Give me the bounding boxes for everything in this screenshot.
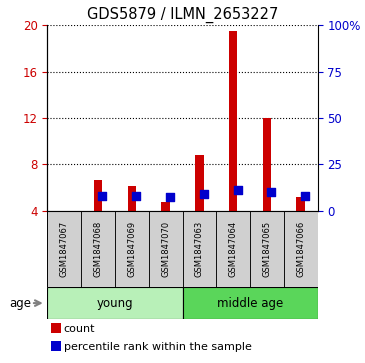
Text: young: young: [97, 297, 133, 310]
Point: [302, 193, 308, 199]
Text: GSM1847067: GSM1847067: [60, 221, 69, 277]
Text: GSM1847066: GSM1847066: [296, 221, 305, 277]
Bar: [81, 211, 115, 287]
Bar: [229, 31, 237, 211]
Bar: [115, 211, 149, 287]
Bar: [250, 211, 284, 287]
Bar: [182, 211, 216, 287]
Text: GSM1847070: GSM1847070: [161, 221, 170, 277]
Bar: [94, 180, 102, 211]
Title: GDS5879 / ILMN_2653227: GDS5879 / ILMN_2653227: [87, 7, 278, 23]
Bar: [263, 118, 271, 211]
Point: [268, 189, 274, 195]
Text: GSM1847068: GSM1847068: [93, 221, 103, 277]
Point: [201, 191, 207, 197]
Bar: [195, 155, 204, 211]
Text: percentile rank within the sample: percentile rank within the sample: [64, 342, 252, 352]
Point: [100, 193, 105, 199]
Bar: [296, 197, 305, 211]
Bar: [216, 211, 250, 287]
Bar: [47, 287, 182, 319]
Text: middle age: middle age: [217, 297, 283, 310]
Bar: [161, 203, 170, 211]
Text: GSM1847064: GSM1847064: [228, 221, 238, 277]
Text: GSM1847069: GSM1847069: [127, 221, 137, 277]
Bar: [149, 211, 182, 287]
Bar: [182, 287, 318, 319]
Bar: [284, 211, 318, 287]
Text: count: count: [64, 323, 95, 334]
Point: [133, 193, 139, 199]
Bar: [128, 186, 136, 211]
Text: age: age: [9, 297, 31, 310]
Text: GSM1847065: GSM1847065: [262, 221, 272, 277]
Text: GSM1847063: GSM1847063: [195, 221, 204, 277]
Point: [235, 187, 241, 192]
Point: [167, 193, 173, 199]
Bar: [47, 211, 81, 287]
